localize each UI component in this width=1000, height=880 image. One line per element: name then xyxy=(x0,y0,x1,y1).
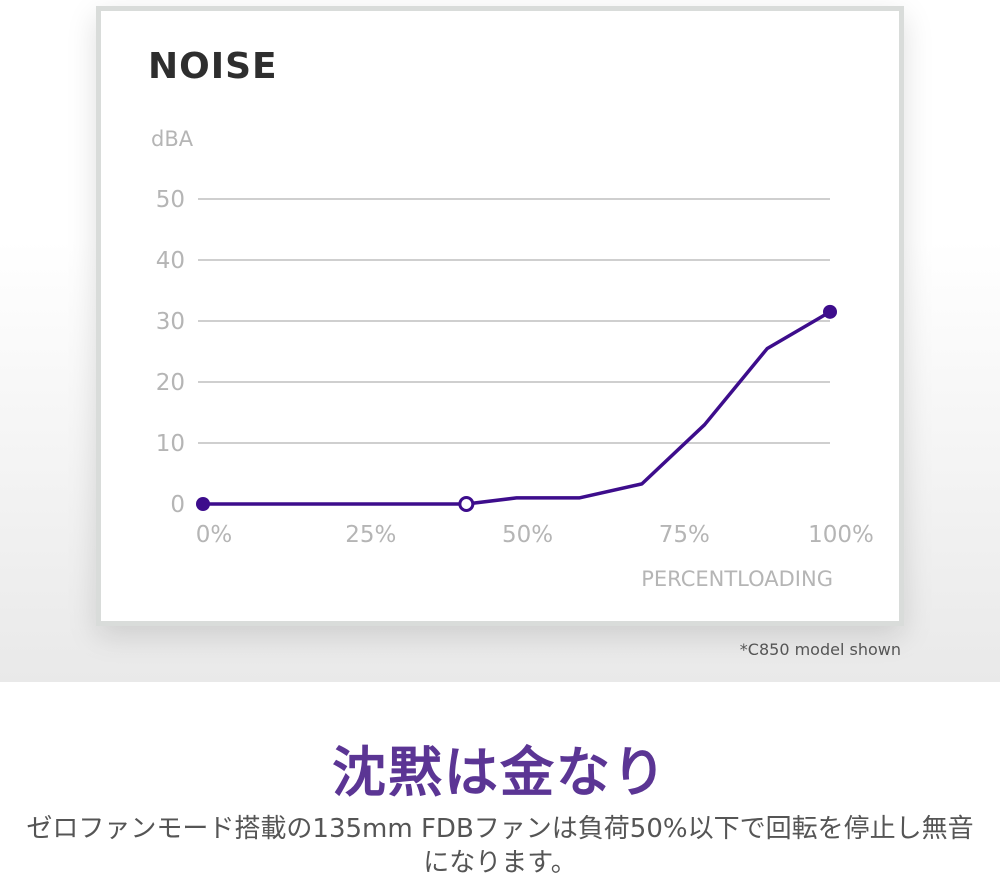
y-tick-label: 40 xyxy=(156,248,185,274)
chart-title: NOISE xyxy=(148,46,278,87)
y-axis-label: dBA xyxy=(151,127,194,151)
noise-chart: dBA PERCENTLOADING 50 40 30 20 10 0 0% 25% 50% 7… xyxy=(151,127,874,591)
data-point xyxy=(196,497,210,511)
x-tick-label: 100% xyxy=(808,522,874,548)
data-point-hollow xyxy=(458,496,475,512)
y-tick-label: 30 xyxy=(156,309,185,335)
y-tick-label: 50 xyxy=(156,187,185,213)
y-tick-label: 20 xyxy=(156,370,185,396)
x-tick-label: 0% xyxy=(196,522,233,548)
description-text: ゼロファンモード搭載の135mm FDBファンは負荷50%以下で回転を停止し無音… xyxy=(26,814,974,878)
x-tick-label: 25% xyxy=(345,522,396,548)
headline: 沈黙は金なり xyxy=(332,741,668,804)
x-tick-label: 50% xyxy=(502,522,553,548)
x-axis-label: PERCENTLOADING xyxy=(641,567,833,591)
x-tick-label: 75% xyxy=(659,522,710,548)
chart-card xyxy=(96,6,904,626)
noise-series-line xyxy=(201,310,832,506)
model-footnote: *C850 model shown xyxy=(739,640,901,659)
y-tick-label: 10 xyxy=(156,431,185,457)
y-tick-label: 0 xyxy=(170,492,185,518)
data-point xyxy=(823,304,837,319)
